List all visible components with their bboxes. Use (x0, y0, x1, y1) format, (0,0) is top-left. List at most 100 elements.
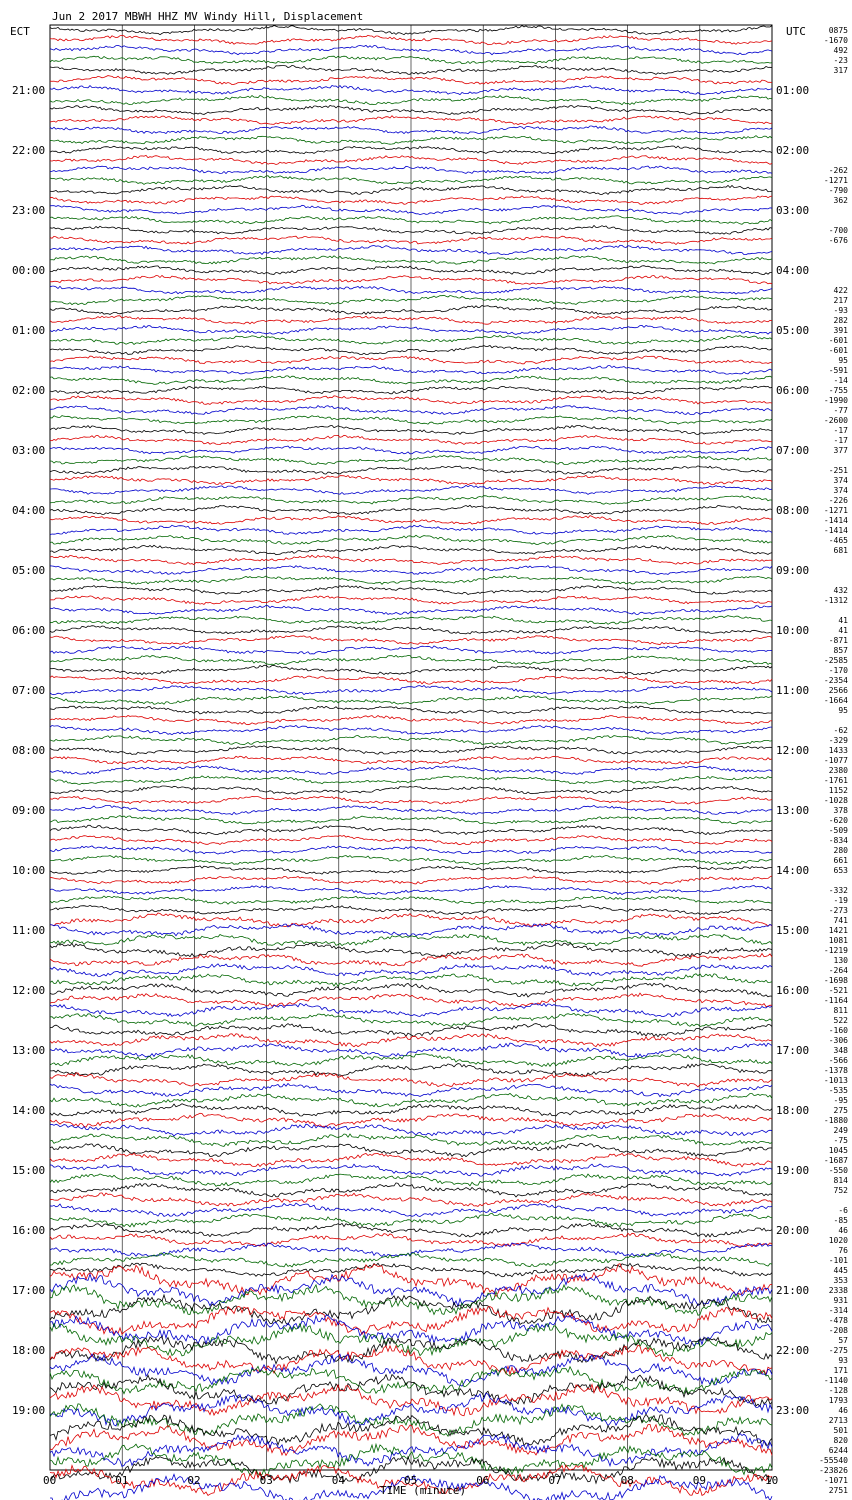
trace-offset-label: 752 (834, 1186, 849, 1195)
trace-offset-label: 374 (834, 476, 849, 485)
trace-offset-label: 378 (834, 806, 849, 815)
utc-hour-label: 06:00 (776, 384, 809, 397)
trace-line (49, 1053, 773, 1068)
trace-line (49, 895, 773, 905)
trace-offset-label: 661 (834, 856, 849, 865)
trace-offset-label: 2338 (829, 1286, 848, 1295)
trace-line (49, 1365, 773, 1395)
trace-line (49, 375, 773, 385)
trace-line (49, 565, 773, 575)
ect-hour-label: 22:00 (12, 144, 45, 157)
trace-line (49, 1262, 773, 1278)
trace-line (49, 224, 773, 235)
trace-line (49, 1263, 773, 1298)
ect-hour-label: 04:00 (12, 504, 45, 517)
trace-line (49, 495, 773, 505)
trace-line (49, 912, 773, 928)
utc-hour-label: 20:00 (776, 1224, 809, 1237)
trace-offset-label: -275 (829, 1346, 848, 1355)
trace-offset-label: -17 (834, 436, 849, 445)
trace-line (49, 992, 773, 1008)
trace-line (49, 1252, 773, 1268)
trace-line (49, 963, 773, 977)
trace-line (49, 395, 773, 405)
utc-hour-label: 05:00 (776, 324, 809, 337)
utc-hour-label: 14:00 (776, 864, 809, 877)
ect-hour-label: 10:00 (12, 864, 45, 877)
trace-line (49, 1152, 773, 1168)
utc-axis-title: UTC (786, 25, 806, 38)
trace-line (49, 184, 773, 195)
trace-line (49, 165, 773, 175)
trace-line (49, 244, 773, 256)
trace-offset-label: 282 (834, 316, 849, 325)
trace-line (49, 795, 773, 805)
trace-offset-label: 93 (838, 1356, 848, 1365)
trace-line (49, 1173, 773, 1187)
trace-offset-label: -620 (829, 816, 848, 825)
trace-line (49, 865, 773, 875)
trace-line (49, 1314, 773, 1347)
trace-offset-label: 57 (838, 1336, 848, 1345)
trace-offset-label: -1028 (824, 796, 848, 805)
trace-offset-label: -509 (829, 826, 848, 835)
trace-line (49, 1413, 773, 1447)
trace-line (49, 434, 773, 446)
trace-offset-label: 931 (834, 1296, 849, 1305)
trace-line (49, 94, 773, 106)
trace-offset-label: 391 (834, 326, 849, 335)
utc-hour-label: 10:00 (776, 624, 809, 637)
trace-line (50, 1283, 773, 1316)
x-tick-06: 06 (476, 1474, 489, 1487)
trace-offset-label: -101 (829, 1256, 848, 1265)
trace-line (49, 1212, 773, 1228)
trace-offset-label: -700 (829, 226, 848, 235)
trace-offset-label: -676 (829, 236, 848, 245)
trace-offset-label: 2751 (829, 1486, 848, 1495)
trace-line (49, 115, 773, 125)
trace-offset-label: -1071 (824, 1476, 848, 1485)
trace-line (49, 1092, 773, 1108)
trace-line (49, 755, 773, 765)
trace-line (49, 654, 773, 665)
utc-hour-label: 01:00 (776, 84, 809, 97)
trace-line (49, 44, 773, 56)
trace-line (49, 454, 773, 465)
trace-offset-label: 362 (834, 196, 849, 205)
trace-offset-label: -77 (834, 406, 849, 415)
trace-offset-label: 1793 (829, 1396, 848, 1405)
trace-line (49, 1042, 773, 1058)
trace-line (49, 334, 773, 346)
trace-line (49, 34, 773, 46)
trace-offset-label: -1664 (824, 696, 848, 705)
trace-line (49, 1383, 773, 1417)
trace-offset-label: 0875 (829, 26, 848, 35)
utc-hour-labels: 01:00 02:00 03:00 04:00 05:00 06:00 07:00 08:00… (776, 84, 809, 1417)
trace-line (49, 1133, 773, 1147)
trace-offset-label: 2713 (829, 1416, 848, 1425)
trace-line (49, 933, 773, 947)
utc-hour-label: 18:00 (776, 1104, 809, 1117)
trace-line (49, 204, 773, 216)
trace-offset-label: 422 (834, 286, 849, 295)
trace-offset-label: 41 (838, 626, 848, 635)
trace-offset-label: -601 (829, 336, 848, 345)
trace-line (49, 1103, 773, 1117)
trace-offset-label: 857 (834, 646, 849, 655)
trace-offset-label: -834 (829, 836, 848, 845)
trace-line (49, 1432, 773, 1468)
trace-line (49, 274, 773, 285)
trace-offset-label: 95 (838, 356, 848, 365)
ect-hour-label: 13:00 (12, 1044, 45, 1057)
trace-line (49, 1202, 773, 1217)
trace-line (49, 664, 773, 676)
trace-line (49, 735, 773, 746)
trace-line (49, 923, 773, 938)
ect-axis-title: ECT (10, 25, 30, 38)
trace-offset-label: 741 (834, 916, 849, 925)
trace-offset-label: 6244 (829, 1446, 848, 1455)
trace-offset-label: 76 (838, 1246, 848, 1255)
utc-hour-label: 12:00 (776, 744, 809, 757)
trace-offset-label: 46 (838, 1406, 848, 1415)
trace-offset-label: -1164 (824, 996, 848, 1005)
